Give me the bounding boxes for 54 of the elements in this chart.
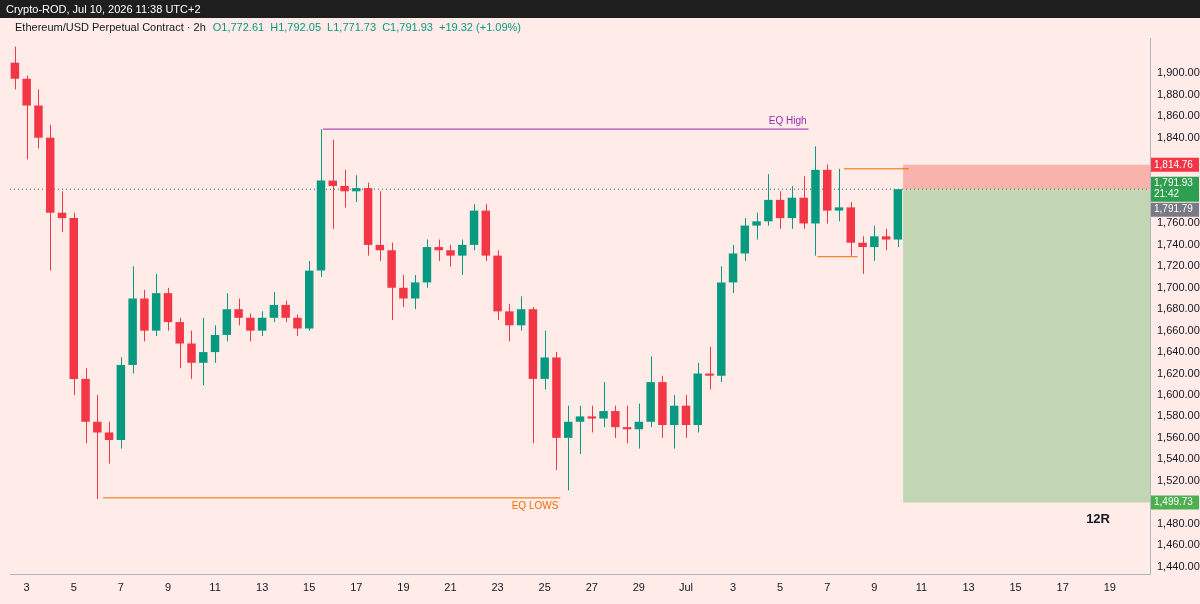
x-tick-label: 5 xyxy=(70,580,77,593)
y-tick-label: 1,440.00 xyxy=(1157,559,1200,572)
y-tick-label: 1,480.00 xyxy=(1157,516,1200,529)
x-tick-label: 9 xyxy=(871,580,878,593)
x-tick-label: 19 xyxy=(397,580,410,593)
chart-title: Ethereum/USD Perpetual Contract · 2h xyxy=(15,21,206,34)
y-tick-label: 1,740.00 xyxy=(1157,237,1200,250)
y-tick-label: 1,840.00 xyxy=(1157,130,1200,143)
y-tick-label: 1,560.00 xyxy=(1157,430,1200,443)
y-tick-label: 1,660.00 xyxy=(1157,323,1200,336)
series-label: EQ High xyxy=(768,114,807,126)
y-tick-label: 1,720.00 xyxy=(1157,259,1200,272)
x-tick-label: 13 xyxy=(256,580,269,593)
text: Crypto-ROD, Jul 10, 2026 11:38 UTC+2 xyxy=(5,2,202,17)
x-tick-label: 15 xyxy=(1009,580,1022,593)
y-tick-label: 1,760.00 xyxy=(1157,216,1200,229)
y-tick-label: 1,620.00 xyxy=(1157,366,1200,379)
x-tick-label: 25 xyxy=(538,580,551,593)
y-tick-label: 1,460.00 xyxy=(1157,538,1200,551)
x-tick-label: 17 xyxy=(1056,580,1069,593)
x-tick-label: 19 xyxy=(1103,580,1116,593)
x-tick-label: 11 xyxy=(915,580,928,593)
y-tick-label: 1,640.00 xyxy=(1157,345,1200,358)
y-tick-label: 1,880.00 xyxy=(1157,87,1200,100)
y-tick-label: 1,540.00 xyxy=(1157,452,1200,465)
band-label: 1,814.76 xyxy=(1154,158,1194,170)
y-tick-label: 1,680.00 xyxy=(1157,302,1200,315)
band-label: 1,499.73 xyxy=(1154,496,1194,508)
x-tick-label: 21 xyxy=(444,580,457,593)
y-tick-label: 1,860.00 xyxy=(1157,109,1200,122)
x-tick-label: 15 xyxy=(303,580,316,593)
x-tick-label: 5 xyxy=(777,580,784,593)
x-tick-label: 3 xyxy=(23,580,30,593)
y-tick-label: 1,520.00 xyxy=(1157,473,1200,486)
x-tick-label: 29 xyxy=(632,580,645,593)
y-tick-label: 1,580.00 xyxy=(1157,409,1200,422)
x-tick-label: 17 xyxy=(350,580,363,593)
y-tick-label: 1,900.00 xyxy=(1157,66,1200,79)
series-label: EQ LOWS xyxy=(511,499,559,511)
x-tick-label: 9 xyxy=(164,580,172,593)
annotation: 12R xyxy=(1086,510,1111,526)
chart-subtitle: O1,772.61 H1,792.05 L1,771.73 C1,791.93 +19.32 (+1.09%) xyxy=(212,21,521,34)
x-tick-label: 13 xyxy=(962,580,975,593)
x-tick-label: 7 xyxy=(824,580,831,593)
ref-line-label: 1,791.79 xyxy=(1154,203,1194,215)
x-tick-label: 11 xyxy=(209,580,221,593)
ref-line-label: 1,791.93 21:42 xyxy=(1154,177,1194,200)
x-tick-label: Jul xyxy=(678,580,693,593)
x-tick-label: 23 xyxy=(491,580,504,593)
x-tick-label: 7 xyxy=(117,580,124,593)
y-tick-label: 1,600.00 xyxy=(1157,388,1200,401)
x-tick-label: 3 xyxy=(729,580,737,593)
x-tick-label: 27 xyxy=(585,580,598,593)
y-tick-label: 1,700.00 xyxy=(1157,280,1200,293)
